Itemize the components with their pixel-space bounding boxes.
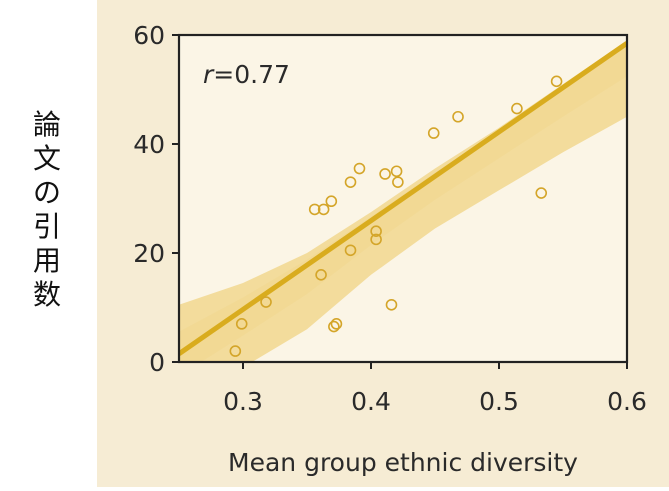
y-tick-label: 20	[133, 239, 165, 268]
y-axis-label: 論文の引用数	[32, 108, 61, 311]
chart-panel: 0.3 0.4 0.5 0.6 0 20 40 60 r=0.77 Mean group et…	[97, 0, 669, 487]
x-tick-label: 0.5	[479, 387, 519, 416]
data-points	[229, 75, 563, 357]
data-point	[392, 176, 404, 188]
data-point	[353, 162, 366, 175]
data-point	[344, 244, 357, 257]
plot-frame	[177, 33, 629, 364]
regression-line	[179, 41, 627, 356]
data-point	[260, 296, 272, 308]
x-tick-label: 0.3	[223, 387, 263, 416]
correlation-symbol: r	[203, 60, 215, 89]
x-tick-label: 0.4	[351, 387, 391, 416]
data-point	[370, 225, 382, 237]
correlation-annotation: r=0.77	[203, 60, 290, 89]
data-point	[390, 165, 403, 178]
data-point	[308, 203, 321, 216]
data-point	[452, 110, 464, 123]
y-tick-label: 40	[133, 130, 165, 159]
data-point	[344, 176, 357, 188]
data-point	[379, 168, 391, 180]
axis-ticks: 0.3 0.4 0.5 0.6 0 20 40 60	[133, 21, 647, 416]
scatter-chart: 0.3 0.4 0.5 0.6 0 20 40 60 r=0.77 Mean group et…	[97, 0, 669, 487]
data-point	[550, 75, 563, 88]
x-tick-label: 0.6	[607, 387, 647, 416]
data-point	[511, 102, 523, 115]
correlation-value: =0.77	[213, 60, 290, 89]
x-axis-label: Mean group ethnic diversity	[228, 448, 578, 477]
data-point	[328, 320, 340, 333]
y-tick-label: 60	[133, 21, 165, 50]
data-point	[370, 233, 382, 246]
data-point	[325, 195, 338, 208]
data-point	[235, 318, 248, 330]
data-point	[427, 127, 440, 139]
data-point	[535, 187, 548, 199]
data-point	[317, 203, 330, 216]
data-point	[385, 298, 398, 311]
y-tick-label: 0	[149, 348, 165, 377]
data-point	[330, 318, 343, 330]
data-point	[315, 268, 327, 281]
data-point	[229, 345, 242, 357]
